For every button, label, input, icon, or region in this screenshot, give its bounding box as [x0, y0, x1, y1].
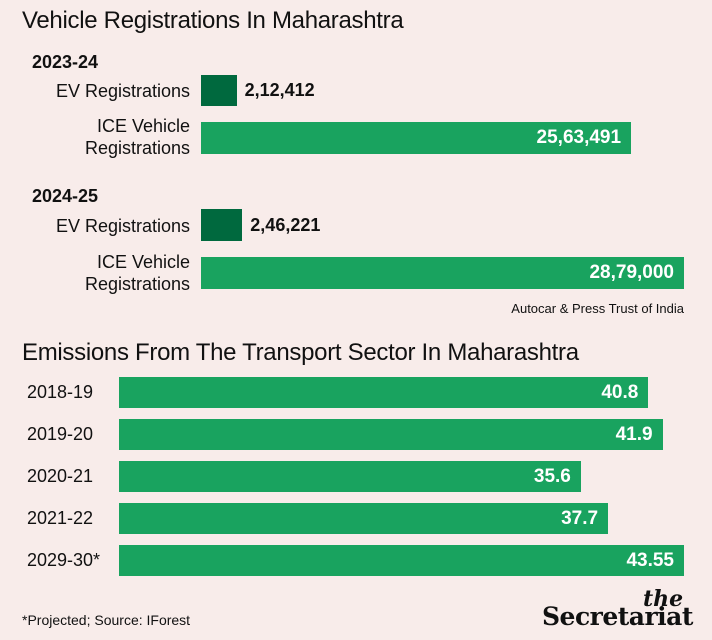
emission-bar: 37.7 [119, 503, 609, 534]
group-label-2024-25: 2024-25 [32, 186, 99, 206]
publisher-logo: the Secretariat [540, 586, 700, 636]
value-label: 41.9 [615, 423, 653, 445]
source-note: Autocar & Press Trust of India [511, 301, 684, 316]
category-label-ice-2024: ICE Vehicle Registrations [85, 251, 190, 295]
value-label-ev-2023-24: 2,12,412 [244, 80, 315, 100]
category-label: 2018-19 [27, 382, 94, 402]
emission-bar: 43.55 [119, 545, 684, 576]
category-label-line: Registrations [84, 138, 190, 158]
emission-bar: 35.6 [119, 461, 581, 492]
category-label: 2021-22 [27, 508, 94, 528]
category-label: 2019-20 [27, 424, 94, 444]
category-label-line: ICE Vehicle [96, 252, 190, 272]
value-label-ev-2024-25: 2,46,221 [250, 215, 321, 235]
emission-bar: 41.9 [119, 419, 663, 450]
chart1-title: Vehicle Registrations In Maharashtra [22, 7, 404, 34]
bar-ice-2023-24: 25,63,491 [201, 122, 632, 154]
category-label-ev-2024: EV Registrations [55, 216, 190, 236]
logo-the: the [643, 586, 684, 612]
category-label-line: Registrations [84, 274, 190, 294]
group-label-2023-24: 2023-24 [32, 52, 99, 72]
value-label: 40.8 [601, 381, 639, 403]
category-label: 2020-21 [27, 466, 94, 486]
value-label: 35.6 [533, 465, 571, 487]
chart2-title: Emissions From The Transport Sector In M… [22, 339, 579, 366]
emission-bar: 40.8 [119, 377, 649, 408]
bar-ev-2024-25 [201, 209, 243, 241]
value-label: 37.7 [561, 507, 599, 529]
logo-name: Secretariat [542, 602, 693, 631]
bar-ice-2024-25: 28,79,000 [201, 257, 684, 289]
bar-ev-2023-24 [201, 75, 237, 106]
category-label: 2029-30* [27, 550, 101, 570]
value-label-ice-2024-25: 28,79,000 [589, 262, 674, 283]
category-label-ev-2023: EV Registrations [55, 81, 190, 101]
value-label-ice-2023-24: 25,63,491 [536, 127, 622, 148]
value-label: 43.55 [626, 549, 674, 571]
footnote: *Projected; Source: IForest [22, 612, 191, 628]
category-label-ice-2023: ICE Vehicle Registrations [85, 115, 190, 159]
category-label-line: ICE Vehicle [96, 116, 190, 136]
